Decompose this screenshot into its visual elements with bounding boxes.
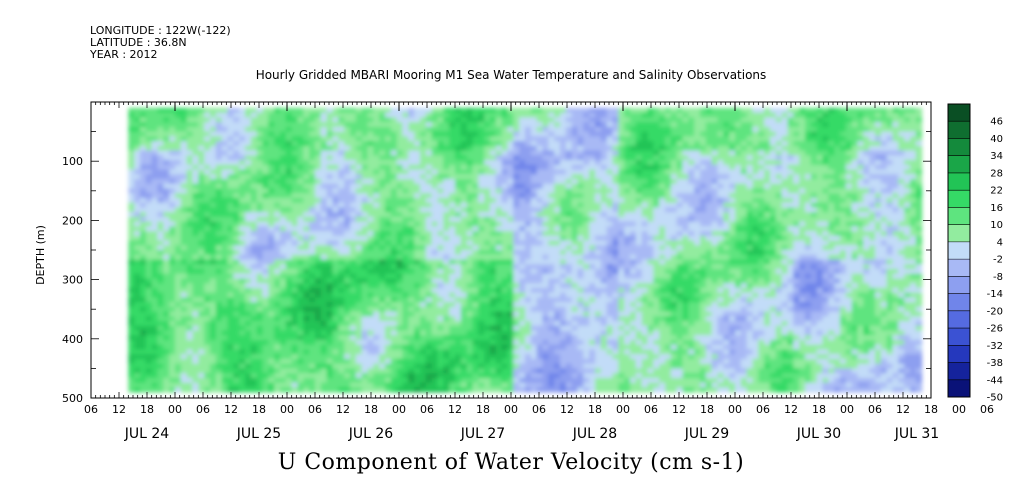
colorbar-swatch	[948, 345, 970, 363]
colorbar-label: 22	[990, 186, 1003, 197]
x-day-label: JUL 29	[684, 426, 729, 442]
y-tick-label: 500	[62, 392, 83, 405]
colorbar-swatch	[948, 379, 970, 398]
x-tick-label: 06	[756, 403, 770, 416]
x-tick-label: 06	[532, 403, 546, 416]
x-tick-label: 00	[280, 403, 294, 416]
x-tick-label: 12	[896, 403, 910, 416]
colorbar-swatch	[948, 259, 970, 277]
x-tick-label: 18	[140, 403, 154, 416]
x-tick-label: 12	[560, 403, 574, 416]
colorbar-swatch	[948, 328, 970, 346]
chart-title: Hourly Gridded MBARI Mooring M1 Sea Wate…	[255, 68, 767, 82]
x-tick-label: 06	[84, 403, 98, 416]
x-tick-label: 06	[980, 403, 994, 416]
x-tick-label: 12	[224, 403, 238, 416]
colorbar-swatch	[948, 310, 970, 329]
colorbar-label: 4	[997, 237, 1003, 248]
x-tick-label: 18	[252, 403, 266, 416]
colorbar-swatch	[948, 172, 970, 191]
colorbar-label: 10	[990, 220, 1003, 231]
colorbar-swatch	[948, 362, 970, 381]
colorbar-swatch	[948, 276, 970, 294]
x-tick-label: 18	[812, 403, 826, 416]
x-day-label: JUL 26	[348, 426, 394, 442]
colorbar-label: -38	[987, 358, 1003, 369]
x-tick-label: 06	[644, 403, 658, 416]
colorbar-swatch	[948, 241, 970, 260]
x-day-label: JUL 27	[460, 426, 505, 442]
x-tick-label: 12	[336, 403, 350, 416]
colorbar-label: -26	[987, 324, 1003, 335]
colorbar-label: 46	[990, 117, 1003, 128]
colorbar: 46 40 34 28 22 16 10 4 -2 -8 -14 -20 -26 -32 -38 -44 -50	[947, 103, 1003, 404]
x-tick-label: 00	[728, 403, 742, 416]
x-tick-label: 12	[112, 403, 126, 416]
x-tick-label: 00	[952, 403, 966, 416]
colorbar-label: -14	[987, 289, 1003, 300]
x-tick-label: 18	[924, 403, 938, 416]
x-tick-label: 00	[616, 403, 630, 416]
colorbar-label: -50	[987, 393, 1003, 404]
y-tick-label: 100	[62, 155, 83, 168]
x-tick-label: 18	[476, 403, 490, 416]
x-tick-label: 18	[588, 403, 602, 416]
colorbar-label: 40	[990, 134, 1003, 145]
colorbar-swatch	[948, 138, 970, 157]
x-tick-label: 00	[840, 403, 854, 416]
x-tick-label: 06	[308, 403, 322, 416]
colorbar-label: 28	[990, 168, 1003, 179]
x-day-label: JUL 25	[236, 426, 281, 442]
x-tick-label: 06	[420, 403, 434, 416]
x-day-label: JUL 28	[572, 426, 617, 442]
colorbar-label: -8	[993, 272, 1003, 283]
x-tick-label: 12	[784, 403, 798, 416]
x-day-label: JUL 24	[124, 426, 170, 442]
heatmap-field	[128, 107, 923, 393]
x-tick-label: 12	[672, 403, 686, 416]
x-tick-label: 18	[700, 403, 714, 416]
colorbar-swatch	[948, 207, 970, 226]
x-day-label: JUL 30	[796, 426, 841, 442]
colorbar-label: 34	[990, 151, 1003, 162]
colorbar-swatch	[948, 155, 970, 174]
year-label: YEAR : 2012	[90, 48, 158, 61]
colorbar-label: -2	[993, 255, 1003, 266]
y-tick-label: 300	[62, 274, 83, 287]
x-day-label: JUL 31	[894, 426, 939, 442]
x-tick-label: 00	[504, 403, 518, 416]
y-axis-label: DEPTH (m)	[34, 225, 47, 285]
colorbar-swatch	[948, 224, 970, 243]
colorbar-swatch	[948, 190, 970, 208]
latitude-label: LATITUDE : 36.8N	[90, 36, 187, 49]
colorbar-label: -44	[987, 375, 1003, 386]
colorbar-swatch	[948, 104, 970, 122]
x-tick-label: 12	[448, 403, 462, 416]
colorbar-label: -32	[987, 341, 1003, 352]
y-tick-label: 200	[62, 214, 83, 227]
longitude-label: LONGITUDE : 122W(-122)	[90, 24, 231, 37]
x-tick-label: 06	[868, 403, 882, 416]
colorbar-label: 16	[990, 203, 1003, 214]
x-tick-label: 00	[392, 403, 406, 416]
axes: 06 12 18 00 06 12 18 00 06 12 18 00 06 12 18 00 06 12 18 00…	[62, 102, 994, 442]
x-tick-label: 06	[196, 403, 210, 416]
colorbar-swatch	[948, 293, 970, 312]
colorbar-swatch	[948, 121, 970, 139]
y-tick-label: 400	[62, 333, 83, 346]
x-tick-label: 18	[364, 403, 378, 416]
variable-title: U Component of Water Velocity (cm s-1)	[277, 450, 745, 475]
colorbar-label: -20	[987, 306, 1003, 317]
x-tick-label: 00	[168, 403, 182, 416]
